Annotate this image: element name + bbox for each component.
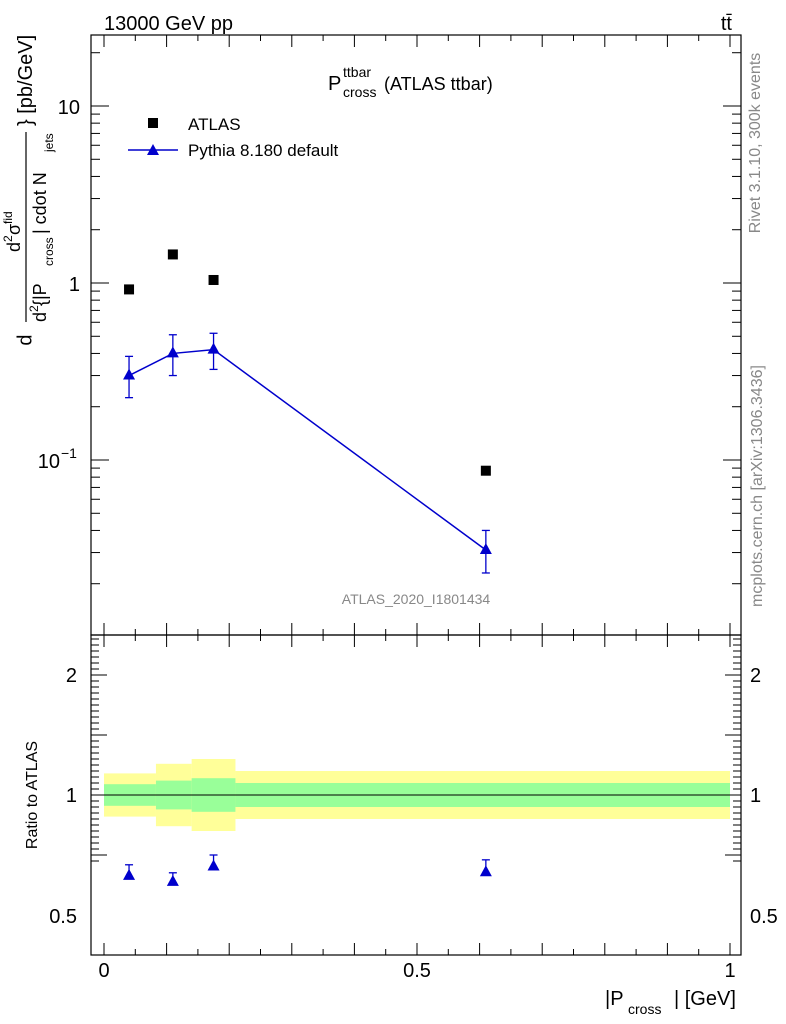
y-label-den-d: d — [30, 312, 50, 322]
legend-mc-label: Pythia 8.180 default — [188, 141, 339, 160]
plot-title: P ttbar cross (ATLAS ttbar) — [328, 64, 493, 100]
lower-data-layer — [123, 854, 492, 886]
legend-data-marker — [148, 118, 158, 128]
y-tick-label-1: 1 — [69, 274, 80, 296]
ratio-tick-label-1-right: 1 — [750, 785, 761, 807]
title-sup: ttbar — [343, 64, 371, 80]
data-point-0 — [124, 284, 135, 295]
data-point-1 — [167, 249, 178, 260]
upper-y-axis-label: d d 2 σ fid d 2 {|P cross | cdot N jets … — [1, 35, 56, 346]
ratio-tick-label-2-right: 2 — [750, 665, 761, 687]
title-sub: cross — [343, 84, 376, 100]
ratio-point-1 — [166, 874, 179, 886]
energy-label: 13000 GeV pp — [104, 13, 233, 35]
process-label: tt̄ — [721, 13, 733, 35]
y-label-num-fid: fid — [1, 211, 15, 224]
y-tick-label-10: 10 — [58, 97, 80, 119]
y-label-den-mid: | cdot N — [30, 172, 50, 234]
x-label-sub: cross — [628, 1001, 661, 1017]
x-tick-label-0: 0 — [98, 960, 109, 982]
x-tick-label-0.5: 0.5 — [403, 960, 431, 982]
ratio-y-axis-label: Ratio to ATLAS — [24, 741, 41, 849]
title-main: P — [328, 73, 341, 95]
legend-mc-marker — [147, 144, 159, 155]
x-label-open: |P — [605, 988, 624, 1010]
y-label-numerator: d 2 σ fid — [1, 211, 24, 252]
y-tick-label-0.1: 10 −1 — [38, 445, 77, 473]
mc-point-2 — [207, 342, 220, 354]
mc-series-line — [128, 348, 487, 551]
data-point-2 — [208, 274, 219, 285]
y-label-num-2: 2 — [1, 235, 15, 242]
y-label-num-sigma: σ — [4, 224, 24, 235]
y-tick-label-0.1-exp: −1 — [61, 445, 77, 461]
mc-point-0 — [123, 368, 136, 380]
ratio-point-3 — [479, 865, 492, 877]
ratio-tick-label-0.5: 0.5 — [49, 906, 77, 928]
lower-plot: 2 1 0.5 2 1 0.5 Ratio to ATLAS 0 0.5 1 |… — [24, 634, 778, 1017]
x-axis-label: |P cross | [GeV] — [605, 988, 736, 1017]
mcplots-label: mcplots.cern.ch [arXiv:1306.3436] — [749, 365, 766, 607]
y-label-num-d: d — [4, 242, 24, 252]
mc-point-1 — [166, 346, 179, 358]
y-tick-label-0.1-base: 10 — [38, 451, 60, 473]
upper-x-ticks — [103, 35, 731, 635]
x-tick-label-1: 1 — [724, 960, 735, 982]
y-label-fraction: d 2 σ fid d 2 {|P cross | cdot N jets } … — [1, 35, 56, 322]
y-label-denominator: d 2 {|P cross | cdot N jets — [27, 133, 56, 322]
y-label-den-2: 2 — [27, 305, 41, 312]
legend: ATLAS Pythia 8.180 default — [128, 115, 339, 160]
y-label-den-open: {|P — [30, 283, 50, 306]
upper-y-ticks — [91, 52, 741, 585]
data-point-3 — [480, 465, 491, 476]
lower-y-ticks — [91, 638, 741, 862]
mc-point-3 — [479, 543, 492, 555]
title-suffix: (ATLAS ttbar) — [384, 74, 493, 94]
lower-x-ticks — [103, 635, 731, 955]
upper-plot: 10 1 10 −1 P ttbar cross (ATLAS ttbar) A… — [38, 34, 742, 636]
legend-data-label: ATLAS — [188, 115, 241, 134]
y-label-den-sub2: jets — [42, 133, 56, 153]
y-label-den-sub: cross — [42, 237, 56, 266]
rivet-label: Rivet 3.1.10, 300k events — [747, 53, 764, 234]
upper-data-layer — [123, 249, 492, 574]
x-label-close: | [GeV] — [674, 988, 736, 1010]
ratio-tick-label-2: 2 — [66, 665, 77, 687]
ratio-tick-label-0.5-right: 0.5 — [750, 906, 778, 928]
ratio-point-0 — [123, 868, 136, 880]
analysis-watermark: ATLAS_2020_I1801434 — [342, 591, 491, 607]
ratio-point-2 — [207, 859, 220, 871]
y-label-close: } [pb/GeV] — [15, 35, 37, 126]
ratio-tick-label-1: 1 — [66, 785, 77, 807]
y-label-left-d: d — [14, 334, 36, 345]
